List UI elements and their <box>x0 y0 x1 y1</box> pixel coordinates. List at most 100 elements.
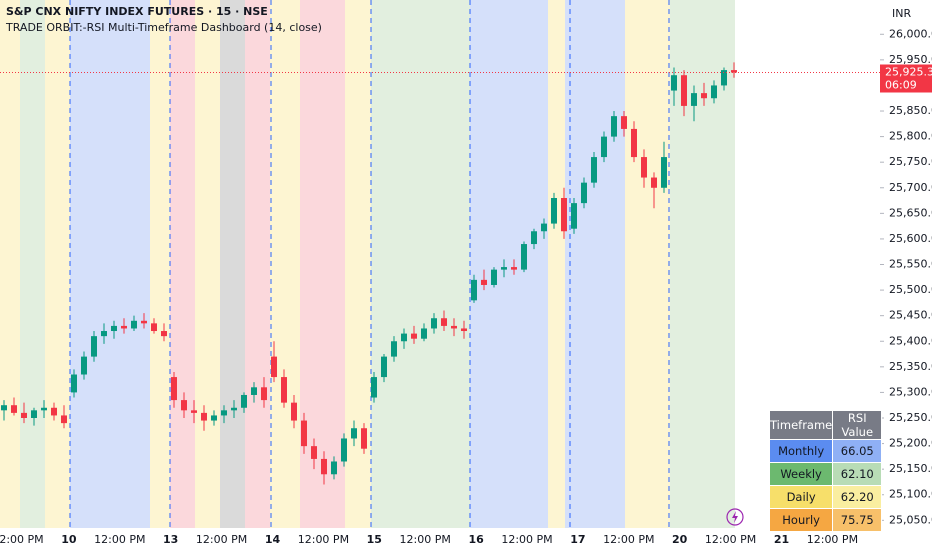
candle-body <box>351 428 357 439</box>
candle-body <box>201 412 207 421</box>
x-tick-label: 12:00 PM <box>501 533 552 546</box>
candle-body <box>11 405 17 413</box>
band <box>20 0 45 528</box>
candle-body <box>441 318 447 326</box>
candle-body <box>221 410 227 416</box>
band <box>270 0 300 528</box>
candle-body <box>521 244 527 270</box>
y-tick-label: 25,500.00 <box>889 283 932 296</box>
candle-body <box>621 116 627 129</box>
x-tick-label: 15 <box>367 533 382 546</box>
candle-body <box>551 198 557 224</box>
candle-body <box>161 331 167 337</box>
timeframe: Hourly <box>768 508 834 532</box>
candle-body <box>181 400 187 411</box>
y-tick-label: 25,850.00 <box>889 104 932 117</box>
candle-body <box>431 318 437 329</box>
band <box>170 0 195 528</box>
candle-body <box>341 438 347 462</box>
candle-body <box>661 157 667 188</box>
candle-body <box>701 93 707 99</box>
candle-body <box>581 182 587 204</box>
candle-body <box>511 267 517 270</box>
candle-body <box>241 394 247 408</box>
band <box>70 0 150 528</box>
y-tick-label: 25,550.00 <box>889 258 932 271</box>
table-row: Weekly 62.10 <box>768 462 883 486</box>
band <box>565 0 625 528</box>
x-tick-label: 12:00 PM <box>807 533 858 546</box>
band <box>0 0 20 528</box>
table-row: Hourly 75.75 <box>768 508 883 532</box>
y-tick-label: 25,150.00 <box>889 462 932 475</box>
table-row: Daily 62.20 <box>768 485 883 509</box>
candle-body <box>491 269 497 285</box>
band <box>625 0 670 528</box>
candle-body <box>361 428 367 449</box>
candle-body <box>731 70 737 73</box>
y-tick-label: 25,400.00 <box>889 334 932 347</box>
alert-icon[interactable] <box>726 508 744 526</box>
chart-title: S&P CNX NIFTY INDEX FUTURES · 15 · NSE <box>6 5 268 18</box>
band <box>470 0 548 528</box>
alert-bolt <box>732 511 738 523</box>
candle-body <box>281 377 287 403</box>
background-bands <box>0 0 735 528</box>
rsi-value: 75.75 <box>832 508 883 532</box>
candle-body <box>111 325 117 332</box>
band <box>300 0 345 528</box>
candle-body <box>91 336 97 357</box>
candle-body <box>251 387 257 395</box>
y-tick-label: 25,650.00 <box>889 206 932 219</box>
band <box>345 0 371 528</box>
candle-body <box>721 70 727 86</box>
band <box>548 0 565 528</box>
candle-body <box>641 157 647 178</box>
x-tick-label: 12:00 PM <box>400 533 451 546</box>
band <box>195 0 220 528</box>
candle-body <box>691 93 697 106</box>
y-tick-label: 25,800.00 <box>889 130 932 143</box>
x-tick-label: 14 <box>265 533 281 546</box>
candle-body <box>451 325 457 329</box>
header-cell: RSI Value <box>832 410 883 440</box>
candle-body <box>211 415 217 421</box>
rsi-value: 62.10 <box>832 462 883 486</box>
candle-body <box>561 198 567 232</box>
x-tick-label: 12:00 PM <box>603 533 654 546</box>
candle-body <box>681 75 687 106</box>
candle-body <box>31 410 37 418</box>
candle-body <box>421 328 427 339</box>
y-tick-label: 25,700.00 <box>889 181 932 194</box>
candle-body <box>271 356 277 378</box>
x-tick-label: 12:00 PM <box>705 533 756 546</box>
y-tick-label: 25,350.00 <box>889 360 932 373</box>
candle-body <box>601 136 607 158</box>
candle-body <box>391 341 397 357</box>
candle-body <box>671 75 677 91</box>
timeframe: Weekly <box>768 462 834 486</box>
candle-body <box>261 387 267 401</box>
candle-body <box>461 328 467 332</box>
candle-body <box>651 177 657 188</box>
x-tick-label: 21 <box>774 533 789 546</box>
candle-body <box>591 157 597 183</box>
rsi-value: 66.05 <box>832 439 883 463</box>
candle-body <box>1 405 7 411</box>
x-tick-label: 10 <box>61 533 77 546</box>
candle-body <box>291 402 297 421</box>
candle-body <box>21 412 27 418</box>
candle-body <box>481 279 487 285</box>
y-tick-label: 25,200.00 <box>889 437 932 450</box>
timeframe: Monthly <box>768 439 834 463</box>
x-tick-label: 20 <box>672 533 688 546</box>
candle-body <box>571 203 577 229</box>
candle-body <box>191 410 197 413</box>
last-price-label: 25,925.30 <box>885 65 932 78</box>
currency: INR <box>892 7 911 20</box>
candle-body <box>411 333 417 339</box>
rsi-value: 62.20 <box>832 485 883 509</box>
candle-body <box>81 356 87 375</box>
candle-body <box>471 279 477 301</box>
